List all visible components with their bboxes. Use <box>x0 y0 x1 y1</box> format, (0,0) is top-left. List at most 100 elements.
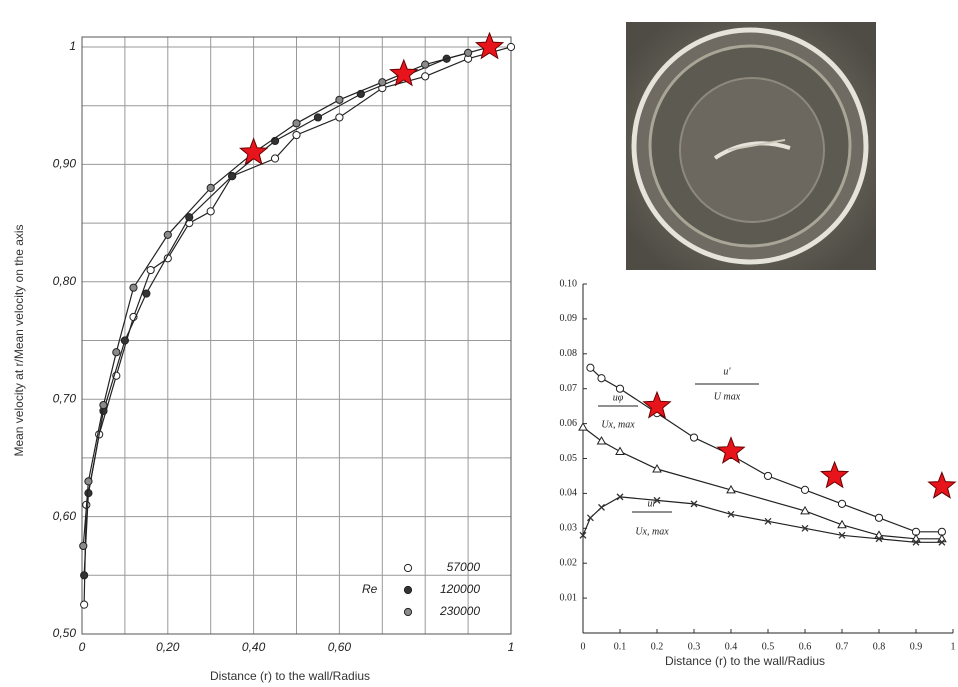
series-line <box>83 46 512 605</box>
x-tick-label: 0.9 <box>910 641 923 652</box>
point <box>421 72 430 81</box>
point <box>464 48 473 57</box>
legend-label: 57000 <box>447 560 481 574</box>
point <box>727 510 735 518</box>
highlight-star <box>389 58 419 87</box>
point <box>800 505 810 515</box>
series-line <box>83 46 490 576</box>
legend-marker <box>403 585 413 595</box>
x-tick-label: 0,60 <box>328 640 352 654</box>
point <box>80 600 89 609</box>
point <box>615 446 625 456</box>
x-axis-title: Distance (r) to the wall/Radius <box>665 654 825 668</box>
legend-marker <box>403 607 413 617</box>
legend-marker <box>403 563 413 573</box>
point <box>79 541 88 551</box>
x-tick-label: 0.4 <box>725 641 738 652</box>
x-tick-label: 0.6 <box>799 641 812 652</box>
series-label-numerator: uφ <box>613 392 624 403</box>
x-tick-label: 1 <box>951 641 956 652</box>
y-tick-label: 0,50 <box>53 626 77 640</box>
y-tick-label: 0.07 <box>560 383 578 394</box>
plot-frame <box>583 284 953 633</box>
highlight-star <box>927 470 957 499</box>
point <box>938 538 946 546</box>
y-tick-label: 0.01 <box>560 592 578 603</box>
x-tick-label: 0.7 <box>836 641 849 652</box>
legend-label: 230000 <box>439 604 480 618</box>
point <box>800 485 810 495</box>
point <box>129 283 138 292</box>
x-tick-label: 0.8 <box>873 641 886 652</box>
point <box>112 348 121 357</box>
legend-label: 120000 <box>440 582 480 596</box>
point <box>142 289 151 298</box>
x-tick-label: 0 <box>79 640 86 654</box>
point <box>586 514 594 522</box>
point <box>335 95 344 104</box>
point <box>689 433 699 442</box>
point <box>874 513 884 522</box>
point <box>206 207 215 216</box>
x-tick-label: 0.5 <box>762 641 775 652</box>
point <box>912 538 920 546</box>
series-line <box>589 367 942 533</box>
series-label-denominator: U max <box>714 391 741 402</box>
y-tick-label: 1 <box>69 39 76 53</box>
highlight-star <box>238 137 269 166</box>
highlight-star <box>642 390 672 419</box>
point <box>335 113 344 122</box>
point <box>185 213 194 222</box>
series-label-numerator: u' <box>723 366 731 377</box>
point <box>292 130 301 140</box>
point <box>99 400 108 410</box>
point <box>597 374 606 383</box>
turbulence-chart: 0 0.1 0.2 0.3 0.4 0.5 0.6 0.7 0.8 0.9 1 0.01 0.02 0.0… <box>560 278 957 668</box>
series-line <box>582 426 942 540</box>
y-tick-label: 0.05 <box>560 453 578 464</box>
point <box>84 489 93 498</box>
y-tick-label: 0.10 <box>560 278 578 289</box>
highlight-star <box>474 31 505 60</box>
point <box>421 60 430 69</box>
point <box>837 519 847 529</box>
x-tick-label: 0.3 <box>688 641 701 652</box>
point <box>313 113 323 122</box>
point <box>726 484 736 494</box>
point <box>163 230 172 239</box>
y-axis-title: Mean velocity at r/Mean velocity on the … <box>12 224 26 456</box>
highlight-star <box>819 460 850 489</box>
point <box>586 363 595 372</box>
x-tick-label: 1 <box>508 640 515 654</box>
photo <box>626 22 876 270</box>
x-axis-title: Distance (r) to the wall/Radius <box>210 669 370 683</box>
y-tick-label: 0.03 <box>560 523 578 534</box>
point <box>80 571 89 580</box>
y-tick-label: 0,70 <box>53 391 77 405</box>
plot-frame <box>81 36 512 635</box>
point <box>378 78 387 87</box>
point <box>653 496 661 504</box>
highlight-star <box>716 436 746 464</box>
series-label-denominator: Ux, max <box>601 419 635 430</box>
point <box>84 477 93 486</box>
x-tick-label: 0 <box>581 641 586 652</box>
y-tick-label: 0.08 <box>560 348 578 359</box>
series-label-numerator: ur <box>648 498 657 509</box>
point <box>652 463 662 473</box>
x-tick-label: 0,40 <box>242 640 266 654</box>
y-tick-label: 0,60 <box>53 509 77 523</box>
point <box>875 535 883 543</box>
x-tick-label: 0,20 <box>156 640 180 654</box>
point <box>206 183 215 192</box>
series-label-denominator: Ux, max <box>635 526 669 537</box>
point <box>579 531 587 539</box>
point <box>615 384 625 393</box>
y-tick-label: 0.06 <box>560 418 578 429</box>
point <box>120 336 130 345</box>
legend-title: Re <box>362 582 378 596</box>
point <box>838 531 846 539</box>
point <box>690 500 698 508</box>
